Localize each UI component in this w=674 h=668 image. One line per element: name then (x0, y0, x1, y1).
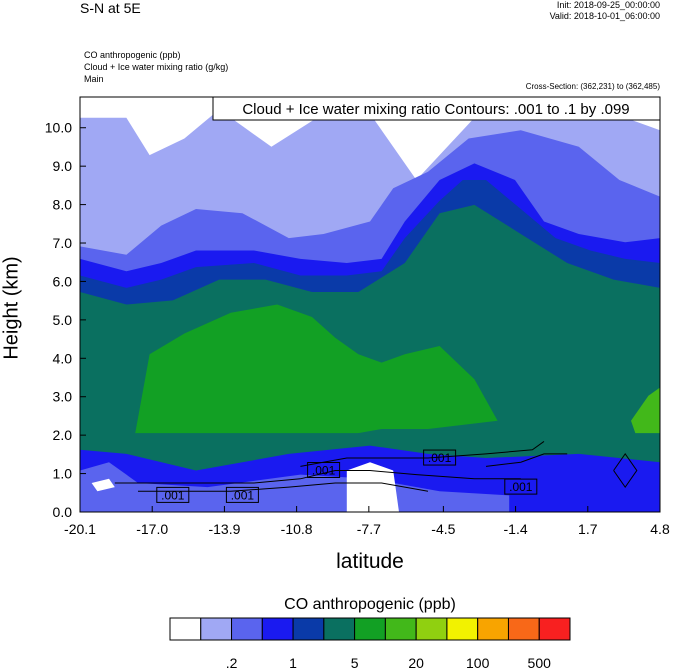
x-tick-label-4: -7.7 (357, 521, 381, 537)
x-tick-label-3: -10.8 (281, 521, 313, 537)
cross-section-info: Cross-Section: (362,231) to (362,485) (525, 82, 660, 91)
contour-info-text: Cloud + Ice water mixing ratio Contours:… (242, 101, 629, 118)
co-field (80, 97, 660, 512)
contour-label-box-4 (504, 478, 538, 495)
colorbar-label-0: .2 (226, 655, 238, 668)
y-tick-label-8: 8.0 (53, 197, 73, 213)
x-tick-label-5: -4.5 (431, 521, 455, 537)
colorbar-swatch-9 (446, 617, 479, 641)
y-tick-label-1: 1.0 (53, 466, 73, 482)
contour-label-2: .001 (312, 464, 336, 478)
chart-axes: -20.1 -17.0 -13.9 -10.8 -7.7 -4.5 -1.4 1.7 4.8 0.… (45, 96, 670, 537)
y-tick-label-2: 2.0 (53, 427, 73, 443)
colorbar-label-5: 500 (528, 655, 552, 668)
x-tick-label-0: -20.1 (64, 521, 96, 537)
colorbar-swatch-3 (261, 617, 294, 641)
init-time: Init: 2018-09-25_00:00:00 (556, 0, 660, 10)
colorbar-swatch-4 (292, 617, 325, 641)
colorbar-swatch-12 (538, 617, 571, 641)
colorbar-label-3: 20 (408, 655, 424, 668)
colorbar-label-1: 1 (289, 655, 297, 668)
x-tick-label-2: -13.9 (208, 521, 240, 537)
y-tick-label-6: 6.0 (53, 273, 73, 289)
y-tick-label-3: 3.0 (53, 389, 73, 405)
colorbar-swatch-1 (200, 617, 233, 641)
colorbar-swatch-7 (384, 617, 417, 641)
colorbar-swatch-8 (415, 617, 448, 641)
colorbar-swatch-6 (354, 617, 386, 641)
x-tick-label-8: 4.8 (650, 521, 670, 537)
contour-label-3: .001 (428, 451, 452, 465)
field-band-11 (346, 462, 399, 512)
y-tick-label-5: 5.0 (53, 312, 73, 328)
contour-line-4 (613, 453, 638, 488)
y-tick-label-10: 10.0 (45, 120, 72, 136)
contour-line-1 (138, 482, 429, 492)
contour-label-box-1 (225, 486, 259, 503)
run-time-info: Init: 2018-09-25_00:00:00 Valid: 2018-10… (550, 0, 660, 22)
x-tick-label-6: -1.4 (504, 521, 528, 537)
x-tick-label-7: 1.7 (578, 521, 598, 537)
contour-line-0 (114, 470, 521, 484)
contour-label-box-0 (156, 486, 190, 503)
x-axis-label: latitude (336, 550, 404, 573)
colorbar-swatch-11 (507, 617, 540, 641)
colorbar-swatch-10 (477, 617, 509, 641)
contour-line-3 (485, 453, 568, 467)
colorbar-swatch-0 (169, 617, 202, 641)
valid-time: Valid: 2018-10-01_06:00:00 (549, 11, 660, 21)
field-band-12 (91, 478, 115, 492)
colorbar-swatch-2 (231, 617, 263, 641)
field-band-6 (132, 304, 498, 454)
y-tick-label-0: 0.0 (53, 504, 73, 520)
contour-label-box-3 (423, 449, 457, 466)
domain-label: Main (84, 74, 104, 84)
colorbar-label-2: 5 (351, 655, 359, 668)
variable-label-co: CO anthropogenic (ppb) (84, 50, 181, 60)
colorbar-title: CO anthropogenic (ppb) (284, 596, 456, 613)
y-tick-label-4: 4.0 (53, 350, 73, 366)
contour-label-0: .001 (161, 488, 185, 502)
contour-label-4: .001 (509, 480, 533, 494)
colorbar-label-4: 100 (466, 655, 490, 668)
x-tick-label-1: -17.0 (136, 521, 168, 537)
colorbar: .2 1 5 20 100 500 (169, 617, 571, 668)
contour-label-1: .001 (231, 488, 255, 502)
contour-label-box-2 (307, 462, 341, 478)
field-band-10 (80, 462, 510, 512)
contour-line-2 (300, 441, 545, 467)
variable-label-cloud: Cloud + Ice water mixing ratio (g/kg) (84, 62, 229, 72)
y-axis-label: Height (km) (0, 256, 23, 360)
page-title: S-N at 5E (80, 0, 141, 16)
contour-info-box (212, 96, 661, 121)
y-tick-label-9: 9.0 (53, 158, 73, 174)
y-tick-label-7: 7.0 (53, 235, 73, 251)
colorbar-swatch-5 (323, 617, 356, 641)
cloud-contours: .001 .001 .001 .001 .001 (114, 441, 638, 503)
